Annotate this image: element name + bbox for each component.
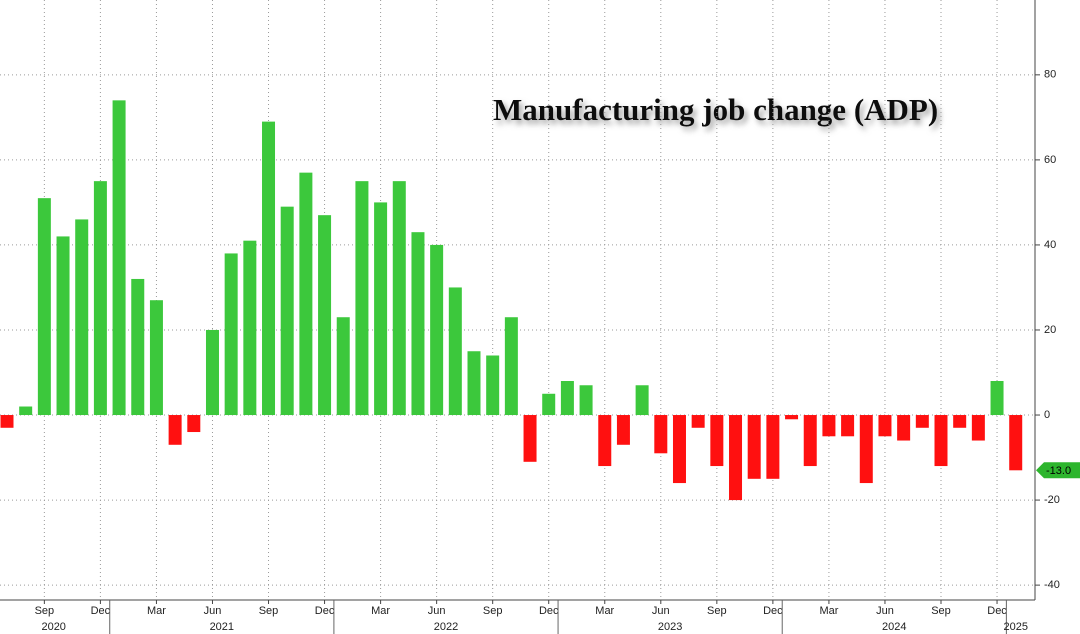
bar [299,172,313,416]
bar [672,415,686,484]
bar [112,100,126,416]
x-tick-label: Dec [987,605,1007,617]
bar [934,415,948,467]
x-tick-label: Mar [371,605,390,617]
bar [149,300,163,416]
bar [971,415,985,441]
x-tick-label: Jun [204,605,222,617]
bar [75,219,89,416]
bar [785,415,799,420]
x-tick-label: Sep [707,605,727,617]
bar [579,385,593,416]
y-tick-label: 80 [1044,69,1056,81]
bar [56,236,70,416]
y-tick-label: -40 [1044,579,1060,591]
bar [729,415,743,501]
bar [953,415,967,428]
bar [374,202,388,416]
bar [523,415,537,462]
bar [822,415,836,437]
bar [486,355,500,416]
bar [411,232,425,416]
bar [878,415,892,437]
x-tick-label: Mar [147,605,166,617]
bar [467,351,481,416]
bar [224,253,238,416]
x-tick-label: Jun [428,605,446,617]
bar [542,393,556,416]
x-tick-label: Sep [259,605,279,617]
bar [280,206,294,416]
bar [915,415,929,428]
bar [93,181,107,416]
year-label: 2023 [658,621,682,633]
bar [990,381,1004,416]
bar [187,415,201,433]
bar [766,415,780,479]
x-tick-label: Mar [595,605,614,617]
year-label: 2021 [210,621,234,633]
year-label: 2024 [882,621,906,633]
chart-title: Manufacturing job change (ADP) [493,92,938,127]
x-tick-label: Dec [315,605,335,617]
bar [0,415,14,428]
y-tick-label: 0 [1044,409,1050,421]
value-label: -13.0 [1046,465,1071,477]
bar [205,329,219,416]
y-tick-label: -20 [1044,494,1060,506]
bar [710,415,724,467]
bar [262,121,276,416]
x-tick-label: Sep [483,605,503,617]
bar [131,278,145,416]
bar [560,381,574,416]
bar [747,415,761,479]
bar [19,406,33,416]
bar [859,415,873,484]
x-tick-label: Dec [91,605,111,617]
bar [168,415,182,445]
bar [803,415,817,467]
bar [598,415,612,467]
bar [616,415,630,445]
x-tick-label: Dec [763,605,783,617]
x-tick-label: Mar [819,605,838,617]
year-label: 2020 [41,621,65,633]
bar [1009,415,1023,471]
y-tick-label: 20 [1044,324,1056,336]
value-label-box [1036,462,1080,479]
year-label: 2022 [434,621,458,633]
x-tick-label: Sep [931,605,951,617]
bar [243,240,257,416]
bar [635,385,649,416]
bar [897,415,911,441]
x-tick-label: Jun [652,605,670,617]
bar [654,415,668,454]
bar [841,415,855,437]
year-label: 2025 [1003,621,1027,633]
x-tick-label: Jun [876,605,894,617]
bar [691,415,705,428]
bar [37,198,51,416]
bar [336,317,350,416]
bar [430,244,444,416]
y-tick-label: 40 [1044,239,1056,251]
x-tick-label: Sep [35,605,55,617]
bar [355,181,369,416]
y-tick-label: 60 [1044,154,1056,166]
bar [318,215,332,416]
bar [448,287,462,416]
bar [504,317,518,416]
x-tick-label: Dec [539,605,559,617]
bar [392,181,406,416]
